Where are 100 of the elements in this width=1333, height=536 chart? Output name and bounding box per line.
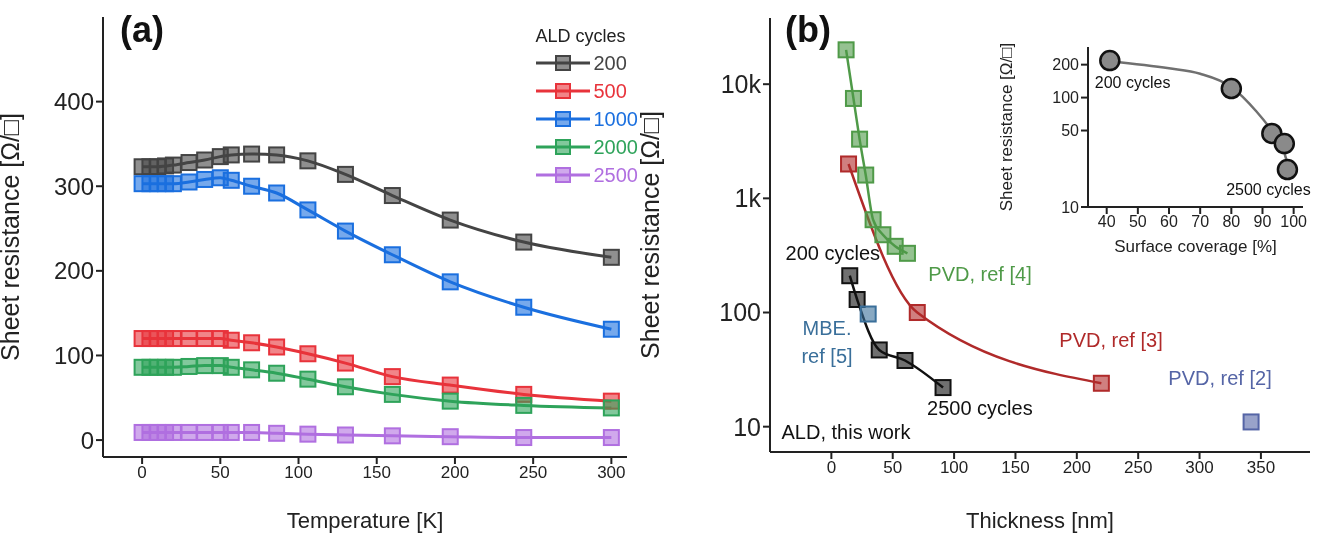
point bbox=[841, 267, 859, 285]
point bbox=[268, 424, 286, 442]
point bbox=[299, 201, 317, 219]
y-tick-label: 400 bbox=[53, 88, 94, 116]
x-tick-label: 100 bbox=[284, 463, 313, 483]
legend-title: ALD cycles bbox=[535, 26, 627, 47]
point bbox=[441, 376, 459, 394]
x-tick-label: 80 bbox=[1222, 213, 1241, 231]
legend-label: 200 bbox=[593, 51, 627, 75]
point bbox=[602, 320, 620, 338]
y-tick-label: 0 bbox=[80, 426, 94, 454]
annotation: (a) bbox=[120, 9, 164, 50]
x-tick-label: 350 bbox=[1246, 458, 1276, 478]
point bbox=[196, 170, 214, 188]
point bbox=[383, 427, 401, 445]
point bbox=[336, 165, 354, 183]
annotation: 200 cycles bbox=[785, 242, 881, 265]
point bbox=[896, 351, 914, 369]
point bbox=[383, 187, 401, 205]
point bbox=[222, 331, 240, 349]
point bbox=[1242, 413, 1260, 431]
point bbox=[164, 156, 182, 174]
point bbox=[299, 425, 317, 443]
series-label: ALD, this work bbox=[780, 420, 912, 445]
y-axis-title: Sheet resistance [Ω/□] bbox=[0, 113, 24, 361]
point bbox=[299, 152, 317, 170]
series-label: PVD, ref [4] bbox=[927, 262, 1033, 287]
x-tick-label: 50 bbox=[883, 458, 903, 478]
point bbox=[222, 171, 240, 189]
legend-label: 2500 bbox=[593, 163, 638, 187]
x-tick-label: 90 bbox=[1253, 213, 1272, 231]
x-tick-label: 250 bbox=[518, 463, 548, 483]
series-label: PVD, ref [2] bbox=[1167, 366, 1273, 391]
y-tick-label: 10 bbox=[733, 412, 761, 441]
point bbox=[164, 175, 182, 193]
y-tick-label: 100 bbox=[53, 341, 94, 369]
series-label: MBE. ref [5] bbox=[800, 316, 854, 369]
point bbox=[196, 357, 214, 375]
x-tick-label: 0 bbox=[826, 458, 837, 478]
point bbox=[441, 392, 459, 410]
point bbox=[243, 177, 261, 195]
point bbox=[336, 222, 354, 240]
point bbox=[840, 155, 858, 173]
point bbox=[383, 246, 401, 264]
point bbox=[898, 244, 916, 262]
point bbox=[268, 146, 286, 164]
point bbox=[196, 423, 214, 441]
point bbox=[222, 358, 240, 376]
point bbox=[1273, 132, 1296, 155]
point bbox=[515, 396, 533, 414]
point bbox=[180, 173, 198, 191]
x-axis-title: Surface coverage [%] bbox=[1114, 237, 1277, 256]
point bbox=[164, 330, 182, 348]
point bbox=[383, 385, 401, 403]
y-tick-label: 100 bbox=[1052, 89, 1080, 107]
point bbox=[602, 429, 620, 447]
point bbox=[844, 89, 862, 107]
x-tick-label: 200 bbox=[440, 463, 470, 483]
point bbox=[196, 330, 214, 348]
annotation: 2500 cycles bbox=[927, 396, 1033, 419]
x-tick-label: 100 bbox=[939, 458, 969, 478]
x-axis-title: Thickness [nm] bbox=[966, 508, 1114, 533]
point bbox=[515, 233, 533, 251]
point bbox=[864, 211, 882, 229]
point bbox=[196, 151, 214, 169]
point bbox=[441, 211, 459, 229]
annotation: (b) bbox=[785, 9, 831, 50]
point bbox=[848, 291, 866, 308]
y-tick-label: 200 bbox=[1052, 56, 1080, 74]
point bbox=[441, 428, 459, 446]
point bbox=[268, 364, 286, 382]
point bbox=[602, 399, 620, 417]
point bbox=[299, 345, 317, 363]
point bbox=[180, 357, 198, 375]
point bbox=[602, 248, 620, 266]
y-tick-label: 200 bbox=[53, 257, 94, 285]
point bbox=[515, 298, 533, 316]
point bbox=[515, 429, 533, 447]
point bbox=[1276, 158, 1299, 181]
x-tick-label: 300 bbox=[597, 463, 626, 483]
x-tick-label: 100 bbox=[1280, 213, 1308, 231]
y-tick-label: 300 bbox=[53, 172, 94, 200]
y-tick-label: 10 bbox=[1061, 198, 1080, 216]
point bbox=[1220, 77, 1243, 100]
y-tick-label: 50 bbox=[1061, 122, 1080, 140]
point bbox=[268, 184, 286, 202]
x-tick-label: 0 bbox=[137, 463, 147, 483]
x-axis-title: Temperature [K] bbox=[286, 508, 444, 533]
x-tick-label: 50 bbox=[1128, 213, 1147, 231]
point bbox=[243, 145, 261, 163]
y-axis-title: Sheet resistance [Ω/□] bbox=[997, 42, 1017, 212]
point bbox=[859, 305, 877, 323]
point bbox=[268, 338, 286, 356]
point bbox=[243, 361, 261, 379]
y-tick-label: 10k bbox=[720, 70, 762, 99]
point bbox=[222, 146, 240, 164]
point bbox=[336, 354, 354, 372]
point bbox=[336, 378, 354, 396]
x-tick-label: 60 bbox=[1160, 213, 1179, 231]
series-label: PVD, ref [3] bbox=[1058, 328, 1164, 353]
